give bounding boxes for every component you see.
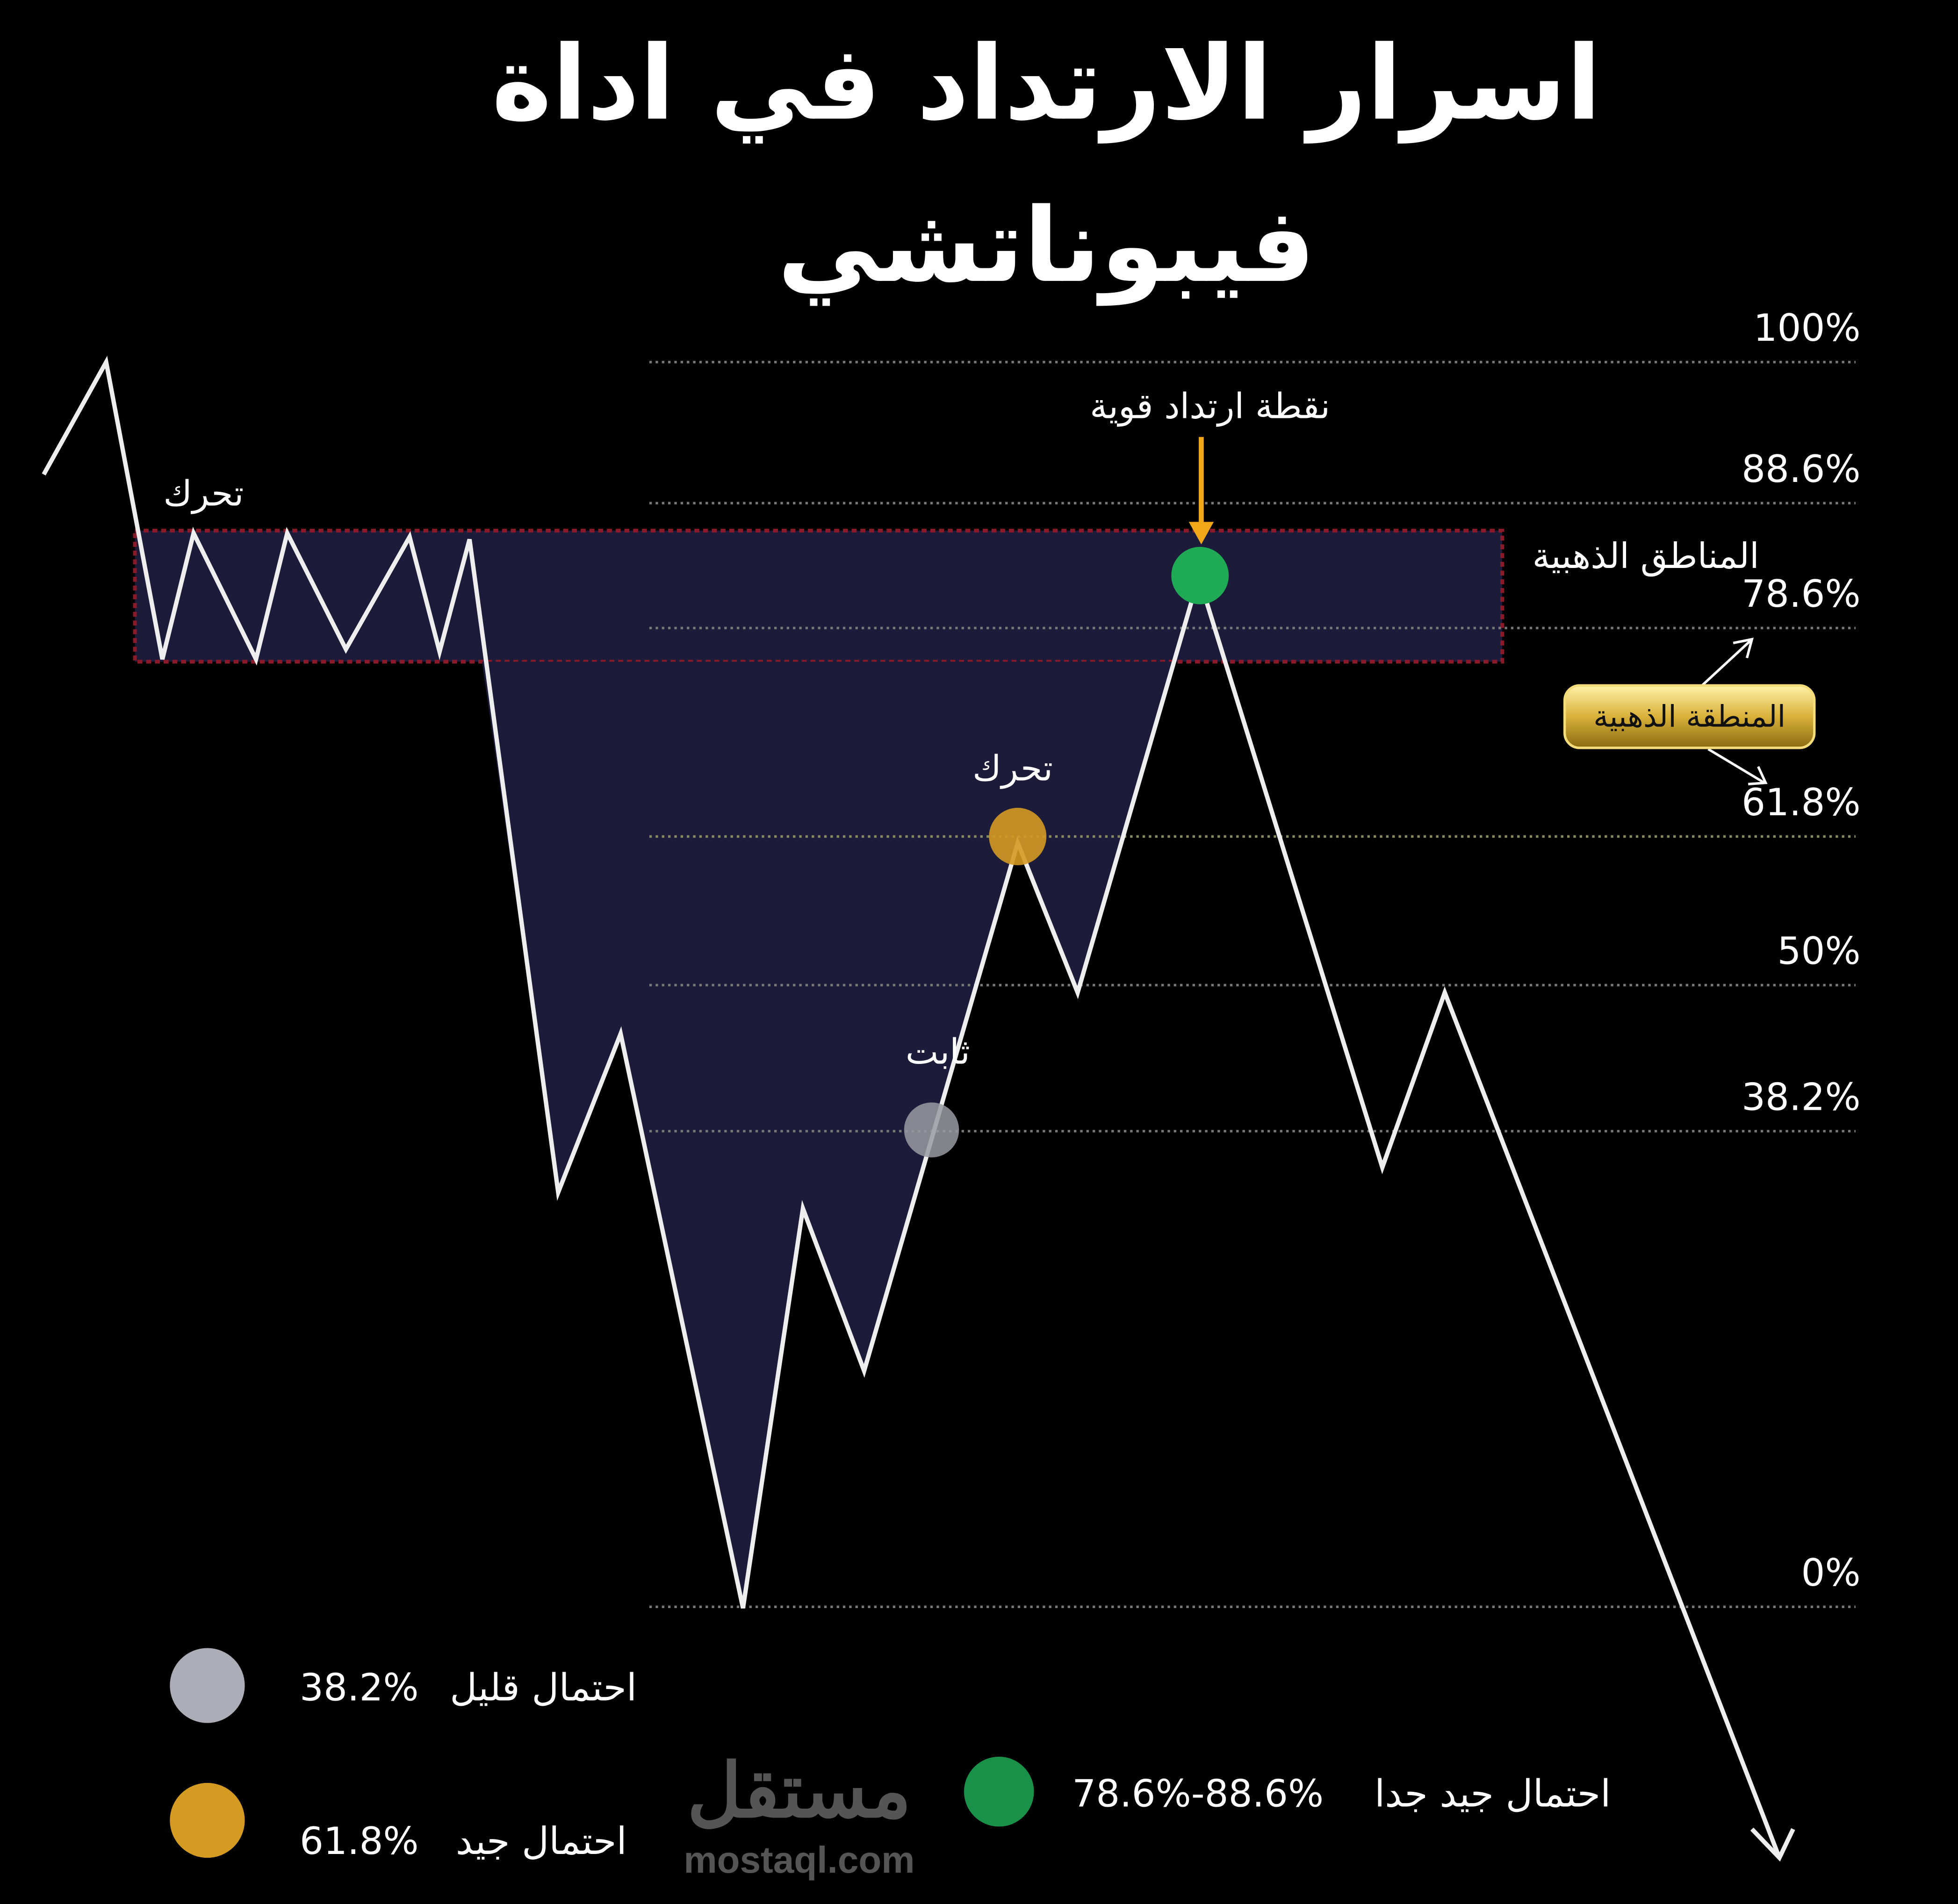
- golden-zone-box: [133, 529, 1504, 664]
- label-golden-areas: المناطق الذهبية: [1533, 536, 1759, 576]
- title-line-1: اسرار الارتداد في اداة: [491, 24, 1601, 144]
- label-stable: ثابت: [906, 1032, 970, 1072]
- label-move-left: تحرك: [163, 474, 244, 514]
- fib-level-label: 88.6%: [1742, 447, 1860, 491]
- fib-level-label: 100%: [1754, 306, 1861, 350]
- legend-very-good-pct: 78.6%-88.6%: [1072, 1772, 1324, 1816]
- arrow-down-head-icon: [1188, 522, 1214, 545]
- legend-very-good-text: احتمال جيد جدا: [1375, 1772, 1611, 1816]
- fib-level-label: 38.2%: [1742, 1075, 1860, 1119]
- golden-zone-badge-text: المنطقة الذهبية: [1593, 699, 1785, 734]
- title-line-2: فيبوناتشي: [777, 186, 1316, 306]
- badge-arrow-down-icon: [1707, 748, 1765, 784]
- fib-level-label: 0%: [1801, 1551, 1861, 1595]
- arrow-head-icon: [1750, 1827, 1795, 1862]
- fib-level-label: 78.6%: [1742, 572, 1860, 616]
- legend-low-pct: 38.2%: [300, 1666, 419, 1710]
- green-point-marker: [1171, 546, 1229, 604]
- label-move-mid: تحرك: [972, 748, 1053, 789]
- watermark-arabic: مستقل: [687, 1749, 912, 1832]
- gold-point-marker: [989, 808, 1047, 865]
- label-strong-point: نقطة ارتداد قوية: [1090, 386, 1330, 427]
- legend-good-text: احتمال جيد: [456, 1819, 627, 1863]
- badge-arrow-up-icon: [1699, 639, 1752, 688]
- legend-gold-dot: [170, 1782, 245, 1858]
- price-path: [42, 355, 1782, 1859]
- watermark-latin: mostaql.com: [684, 1839, 914, 1881]
- badge-arrow-down-head-icon: [1748, 766, 1768, 785]
- retracement-area-fill: [482, 661, 1174, 1609]
- fib-level-label: 61.8%: [1742, 781, 1860, 824]
- legend-grey-dot: [170, 1648, 245, 1723]
- legend-green-dot: [964, 1756, 1034, 1827]
- golden-zone-badge: [1563, 684, 1816, 749]
- grey-point-marker: [904, 1102, 959, 1157]
- legend-low-text: احتمال قليل: [450, 1666, 637, 1710]
- legend-good-pct: 61.8%: [300, 1819, 419, 1863]
- badge-arrow-up-head-icon: [1733, 637, 1754, 659]
- fib-levels: 100% 88.6% 78.6% 61.8% 50% 38.2% 0%: [649, 306, 1861, 1609]
- fib-level-label: 50%: [1778, 929, 1861, 973]
